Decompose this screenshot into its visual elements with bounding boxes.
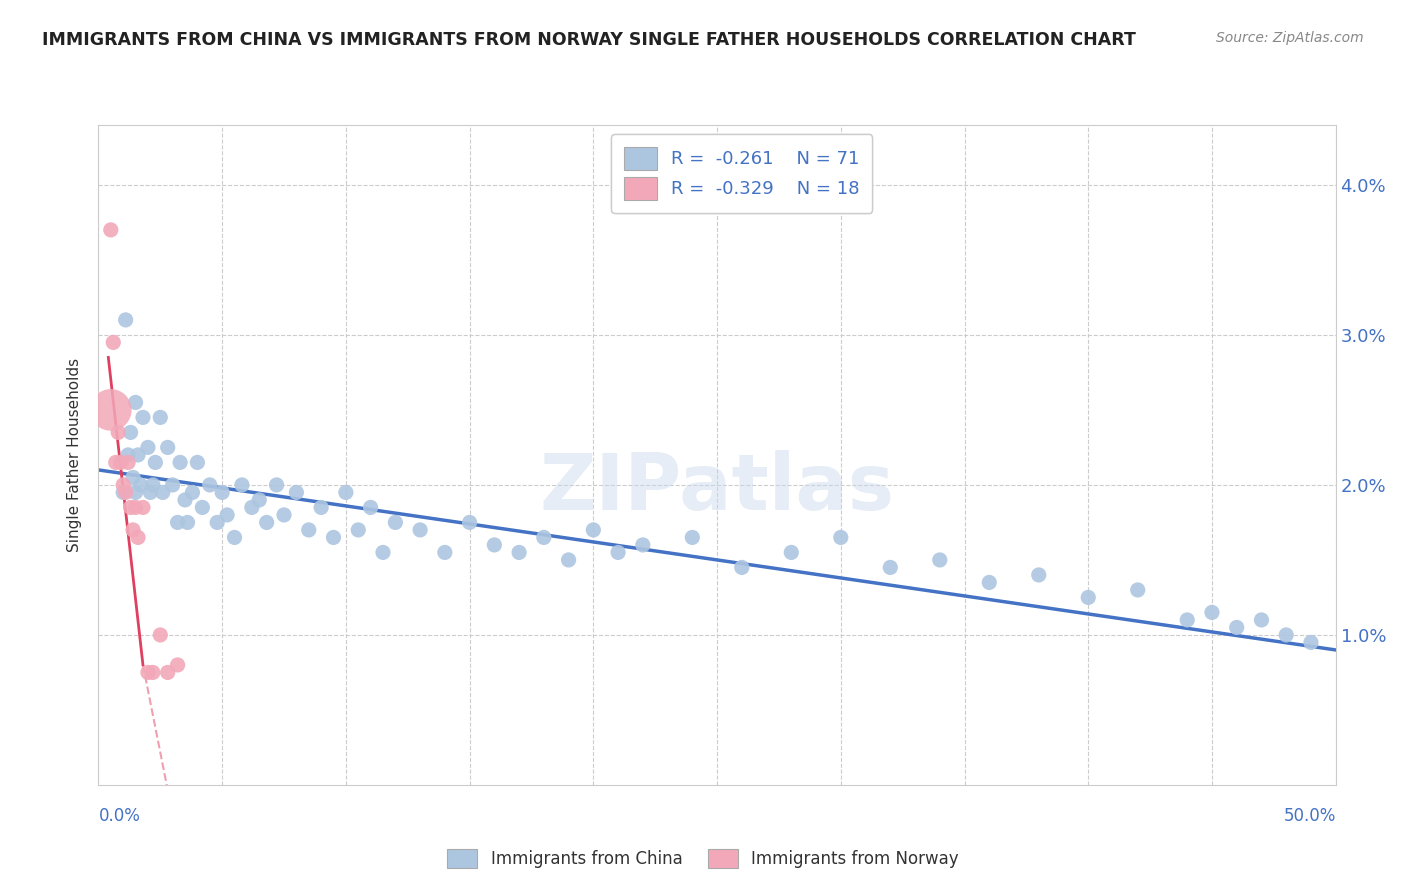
Point [266,478,288,492]
Text: ZIPatlas: ZIPatlas [540,450,894,526]
Point [224,530,246,544]
Point [114,485,136,500]
Point [142,478,165,492]
Point [1126,582,1149,597]
Point [1175,613,1198,627]
Point [309,500,332,515]
Point [169,455,191,469]
Point [166,516,188,530]
Point [681,530,703,544]
Point [103,335,125,350]
Point [142,665,165,680]
Point [217,508,239,522]
Point [533,530,555,544]
Point [928,553,950,567]
Point [143,455,166,469]
Point [205,516,228,530]
Point [122,470,145,484]
Point [247,492,270,507]
Point [127,530,149,544]
Legend: Immigrants from China, Immigrants from Norway: Immigrants from China, Immigrants from N… [441,842,965,875]
Point [191,500,214,515]
Point [1077,591,1099,605]
Point [112,485,135,500]
Point [211,485,233,500]
Point [149,410,172,425]
Point [1226,620,1249,634]
Point [114,313,136,327]
Point [1028,568,1050,582]
Point [631,538,654,552]
Point [124,500,146,515]
Point [107,425,129,440]
Point [285,485,308,500]
Point [979,575,1001,590]
Point [508,545,530,559]
Point [117,455,139,469]
Point [186,455,208,469]
Point [1201,606,1223,620]
Point [347,523,370,537]
Text: 0.0%: 0.0% [98,807,141,825]
Point [162,478,184,492]
Point [122,523,145,537]
Point [240,500,263,515]
Point [231,478,253,492]
Point [127,448,149,462]
Point [124,395,146,409]
Legend: R =  -0.261    N = 71, R =  -0.329    N = 18: R = -0.261 N = 71, R = -0.329 N = 18 [612,134,872,213]
Point [166,657,188,672]
Point [582,523,605,537]
Point [156,441,179,455]
Point [484,538,506,552]
Point [176,516,198,530]
Text: IMMIGRANTS FROM CHINA VS IMMIGRANTS FROM NORWAY SINGLE FATHER HOUSEHOLDS CORRELA: IMMIGRANTS FROM CHINA VS IMMIGRANTS FROM… [42,31,1136,49]
Point [120,500,142,515]
Point [256,516,278,530]
Point [124,485,146,500]
Point [879,560,901,574]
Point [371,545,394,559]
Point [360,500,382,515]
Point [152,485,174,500]
Point [433,545,456,559]
Point [100,223,122,237]
Point [132,500,155,515]
Point [298,523,321,537]
Point [120,425,142,440]
Point [830,530,852,544]
Point [112,478,135,492]
Point [607,545,630,559]
Point [335,485,357,500]
Point [458,516,481,530]
Point [132,410,155,425]
Point [409,523,432,537]
Point [322,530,344,544]
Point [174,492,197,507]
Point [384,516,406,530]
Point [181,485,204,500]
Point [273,508,295,522]
Point [104,455,127,469]
Point [557,553,579,567]
Point [1299,635,1322,649]
Point [731,560,754,574]
Point [1275,628,1298,642]
Point [129,478,152,492]
Point [136,441,159,455]
Point [100,403,122,417]
Point [139,485,162,500]
Point [198,478,221,492]
Point [1250,613,1272,627]
Text: 50.0%: 50.0% [1284,807,1336,825]
Point [117,448,139,462]
Point [149,628,172,642]
Text: Source: ZipAtlas.com: Source: ZipAtlas.com [1216,31,1364,45]
Point [156,665,179,680]
Y-axis label: Single Father Households: Single Father Households [67,358,83,552]
Point [136,665,159,680]
Point [780,545,803,559]
Point [110,455,132,469]
